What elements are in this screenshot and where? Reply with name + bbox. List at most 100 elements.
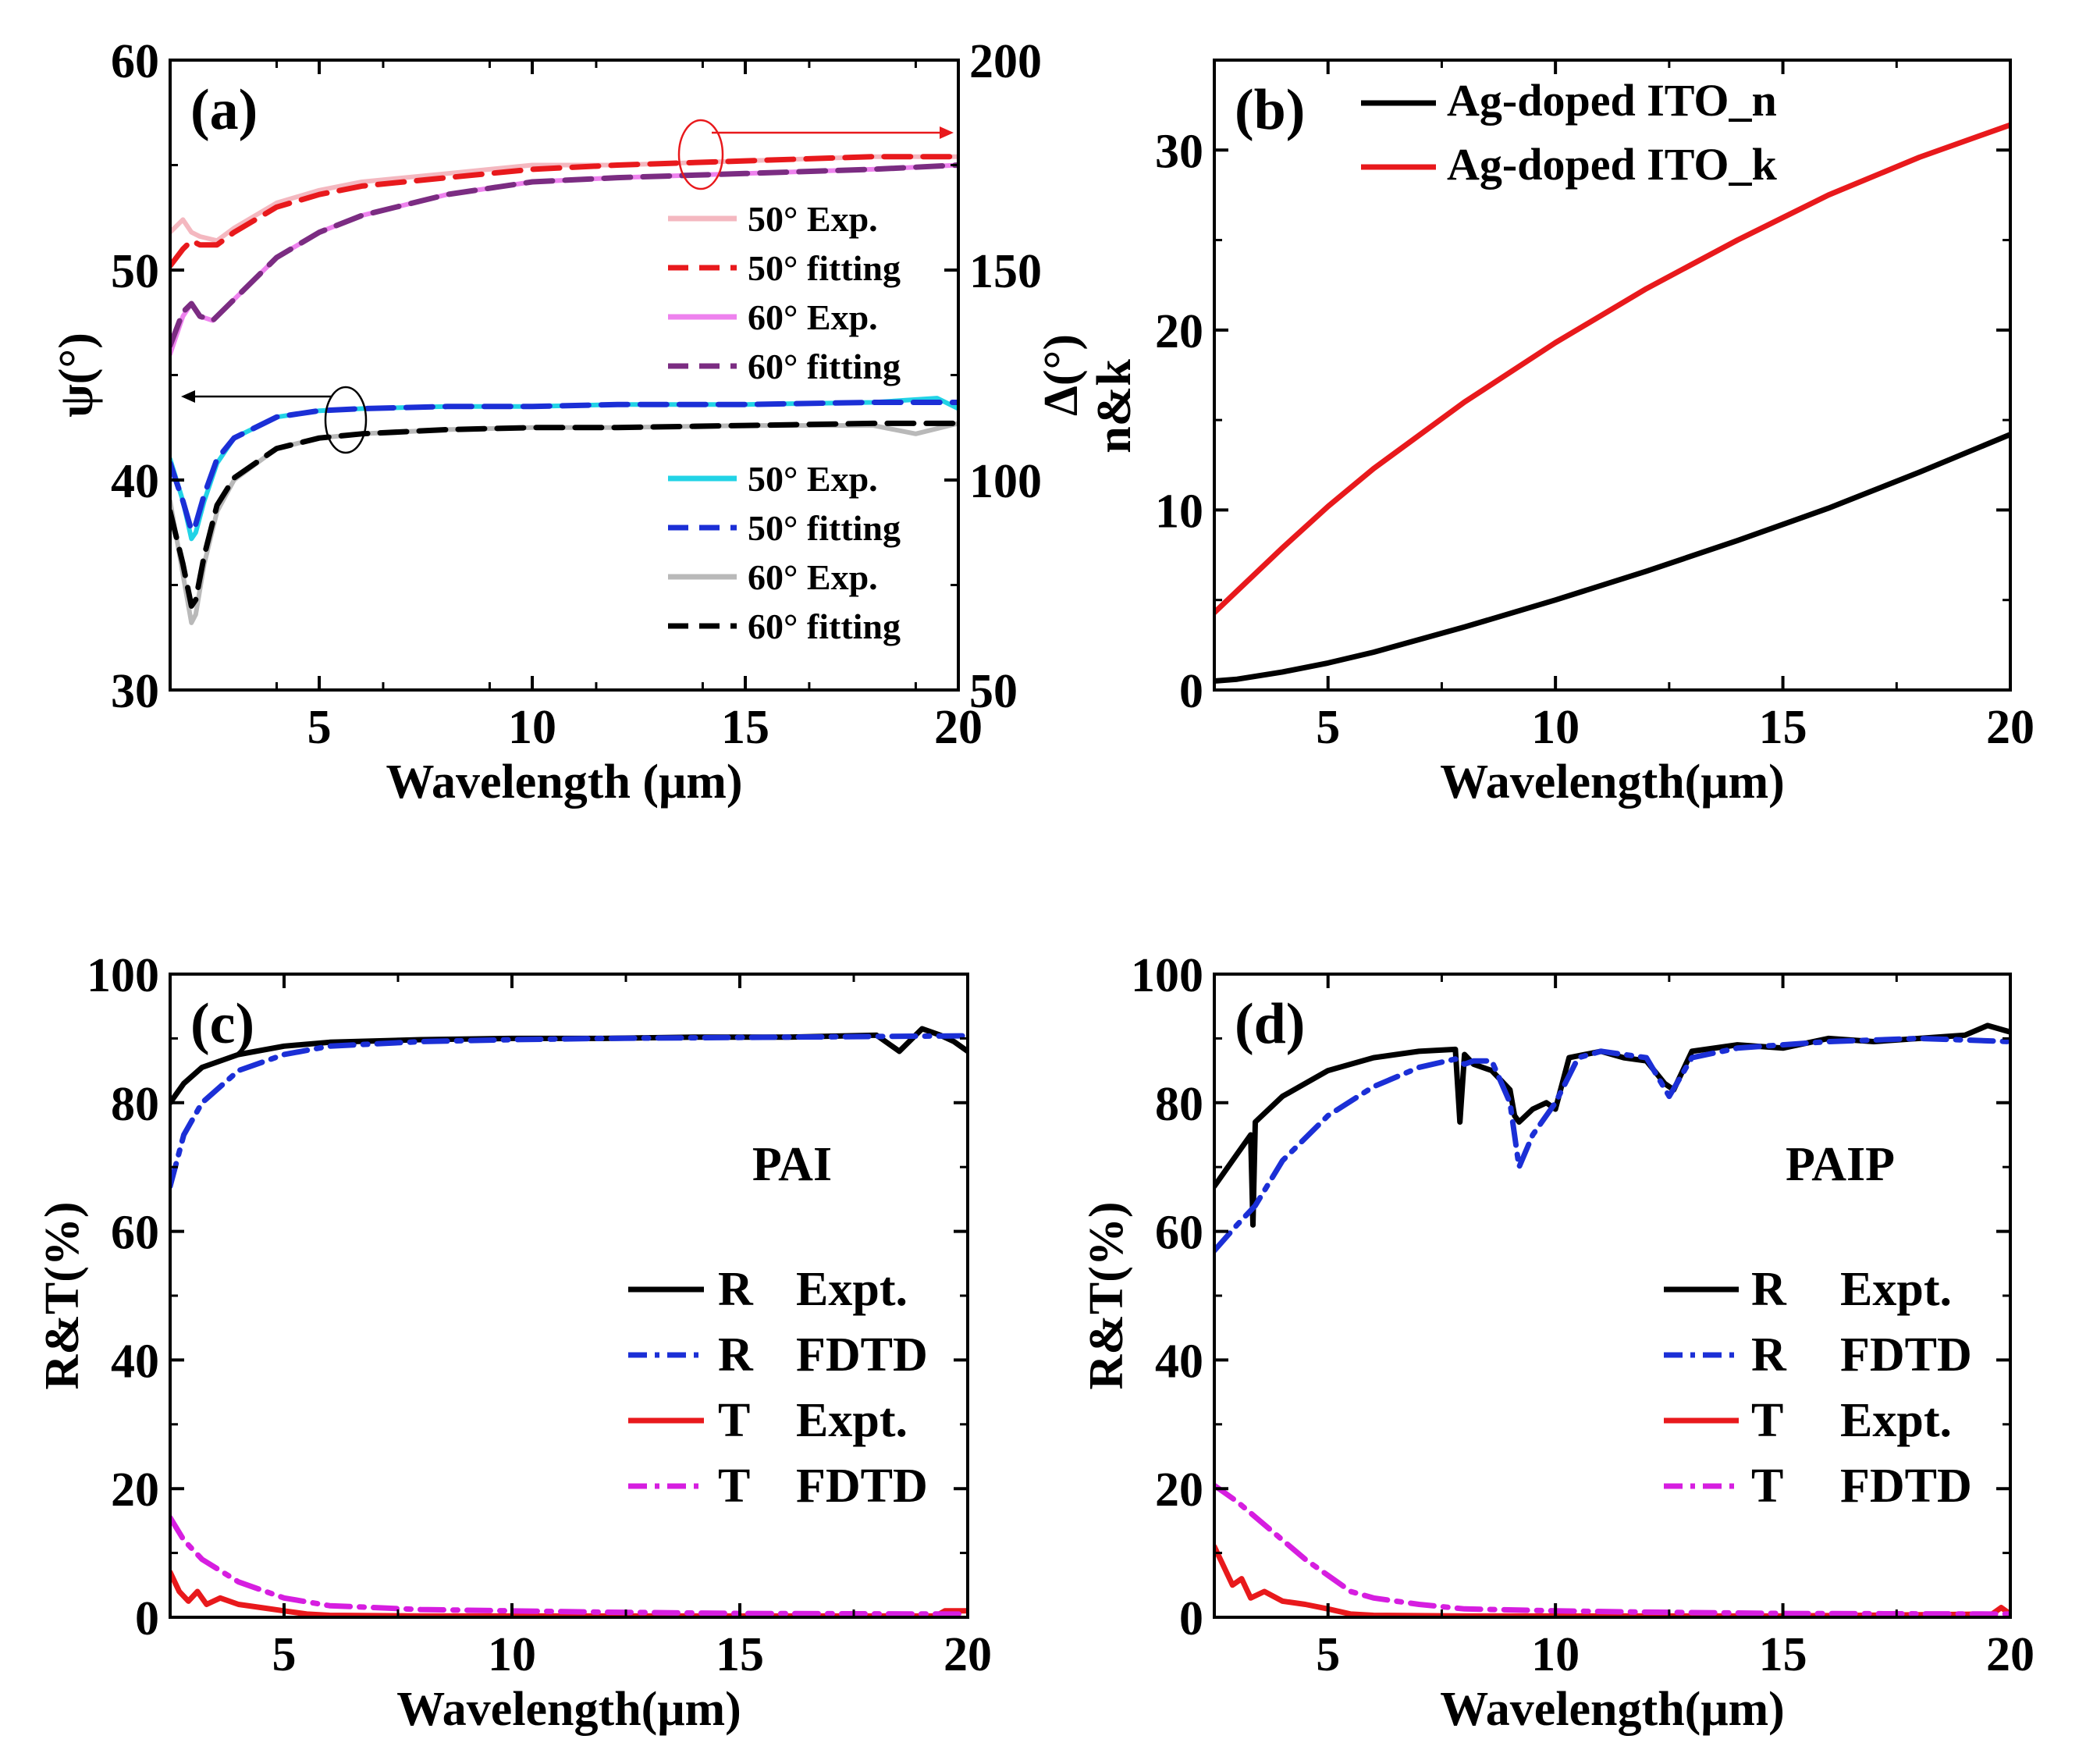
y-tick-label: 30 [1155,125,1203,178]
series-line-ag-doped-ito-k [1214,122,2010,616]
y-right-tick-label: 200 [969,35,1042,88]
plot-frame [1213,59,2012,692]
series-line-50-fitting [170,154,958,269]
y-right-tick-label: 150 [969,245,1042,298]
y-tick-label: 40 [111,1335,159,1388]
y-right-tick-label: 50 [969,665,1018,718]
legend-label: 60° fitting [748,606,901,646]
x-tick-label: 5 [307,701,332,754]
y-tick-label: 10 [1155,485,1203,538]
panel-label: (c) [190,992,254,1056]
y-tick-label: 60 [1155,1207,1203,1260]
x-tick-label: 15 [716,1628,764,1681]
x-tick-label: 20 [934,701,983,754]
panel-label: (a) [190,78,258,142]
legend-label-detail: Expt. [796,1394,908,1447]
series-line-r-fdtd [1214,1035,2010,1254]
legend: 50° Exp. 50° fitting 60° Exp. 60° fitting 50… [668,199,901,646]
series-line-50-fitting [170,400,958,534]
x-tick-label: 5 [1316,701,1340,754]
x-tick-label: 20 [1986,701,2035,754]
sample-annotation: PAI [752,1138,832,1191]
legend-label: Ag-doped ITO_n [1447,75,1777,126]
panel-b: 5 10 15 20 0 10 20 30 Wavelength(μm) n&k (b) Ag-dop… [1088,59,2035,809]
legend-label-detail: Expt. [796,1263,908,1316]
series-group [170,1026,968,1617]
y-tick-label: 20 [1155,305,1203,358]
panel-c: 5 10 15 20 0 20 40 60 80 100 Wavelength(μm) R&T(%) (… [36,949,992,1736]
y-tick-label: 80 [111,1078,159,1131]
series-line-60-fitting [170,162,958,349]
series-group [1214,1022,2010,1617]
y-axis-title: R&T(%) [1080,1201,1133,1389]
series-line-50-exp [170,396,958,542]
legend-label-detail: FDTD [1840,1328,1972,1382]
series-line-60-fitting [170,420,958,609]
axis-indicators [181,119,954,454]
legend-label: 60° Exp. [748,557,878,597]
sample-annotation: PAIP [1786,1138,1895,1191]
legend-label: Ag-doped ITO_k [1447,139,1778,190]
panel-d: 5 10 15 20 0 20 40 60 80 100 Wavelength(μm) R&T(%) (… [1080,949,2035,1736]
legend-label: T [718,1460,750,1513]
x-tick-label: 10 [1531,701,1580,754]
series-line-ag-doped-ito-n [1214,432,2010,684]
x-axis-title: Wavelength(μm) [1440,1683,1785,1736]
legend-label: 50° Exp. [748,199,878,239]
y-axis-title: R&T(%) [36,1201,89,1389]
panel-label: (d) [1235,992,1305,1056]
legend-label: T [718,1394,750,1447]
x-tick-label: 5 [1316,1628,1340,1681]
legend: R Expt. R FDTD T Expt. T FDTD [1664,1263,1972,1513]
legend: Ag-doped ITO_n Ag-doped ITO_k [1361,75,1778,190]
left-arrow-head [181,390,195,403]
right-arrow-head [940,126,954,139]
legend-label: R [718,1263,754,1316]
legend-label: T [1751,1394,1783,1447]
series-line-t-fdtd [170,1514,968,1617]
x-axis-title: Wavelength(μm) [1440,756,1785,809]
x-tick-label: 10 [1531,1628,1580,1681]
x-axis-title: Wavelength (μm) [386,756,742,809]
y-tick-label: 30 [111,665,159,718]
x-tick-label: 20 [944,1628,992,1681]
y-tick-label: 0 [135,1592,159,1645]
series-group [170,154,958,625]
y-tick-label: 100 [87,949,159,1002]
legend-label: R [1751,1328,1787,1382]
legend-label: 60° fitting [748,347,901,386]
legend-label-detail: FDTD [796,1460,928,1513]
panel-label: (b) [1235,78,1305,142]
legend-label-detail: Expt. [1840,1263,1952,1316]
y-tick-label: 0 [1179,1592,1203,1645]
x-tick-label: 10 [508,701,556,754]
y-right-tick-label: 100 [969,455,1042,508]
y-axis-title: ψ(°) [50,333,103,418]
y-tick-label: 40 [1155,1335,1203,1388]
legend-label: R [718,1328,754,1382]
legend-label: R [1751,1263,1787,1316]
series-group [1214,122,2010,684]
legend-label-detail: FDTD [796,1328,928,1382]
legend: R Expt. R FDTD T Expt. T FDTD [628,1263,928,1513]
legend-label: 60° Exp. [748,297,878,337]
x-tick-label: 20 [1986,1628,2035,1681]
series-line-t-fdtd [1214,1482,2010,1617]
legend-label: T [1751,1460,1783,1513]
legend-label-detail: FDTD [1840,1460,1972,1513]
right-axis-ellipse [677,119,724,190]
y-tick-label: 40 [111,455,159,508]
x-tick-label: 5 [272,1628,297,1681]
x-tick-label: 10 [488,1628,536,1681]
panel-a: 5 10 15 20 30 40 50 60 50 100 150 200 Δ(°) Wavelength… [50,35,1088,809]
y-tick-label: 100 [1131,949,1203,1002]
x-tick-label: 15 [721,701,769,754]
left-axis-ellipse [324,386,368,454]
y-tick-label: 60 [111,1207,159,1260]
legend-label: 50° Exp. [748,459,878,499]
y-tick-label: 20 [111,1463,159,1517]
y-tick-label: 50 [111,245,159,298]
legend-label-detail: Expt. [1840,1394,1952,1447]
y-tick-label: 60 [111,35,159,88]
x-tick-label: 15 [1759,701,1807,754]
